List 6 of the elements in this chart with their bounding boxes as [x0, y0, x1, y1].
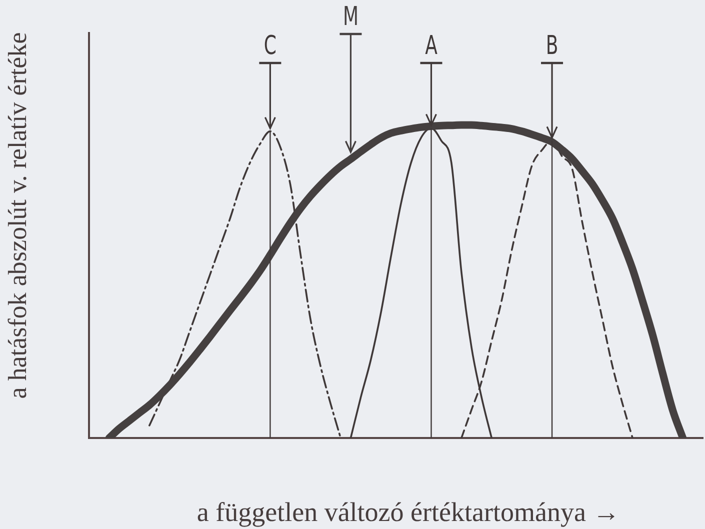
text: C [264, 30, 276, 61]
text: B [546, 30, 558, 61]
x-axis-title: a független változó értéktartománya → [196, 497, 620, 528]
y-axis-title: a hatásfok abszolút v. relatív értéke [2, 32, 32, 399]
text: A [425, 30, 438, 61]
text: M [342, 2, 358, 32]
